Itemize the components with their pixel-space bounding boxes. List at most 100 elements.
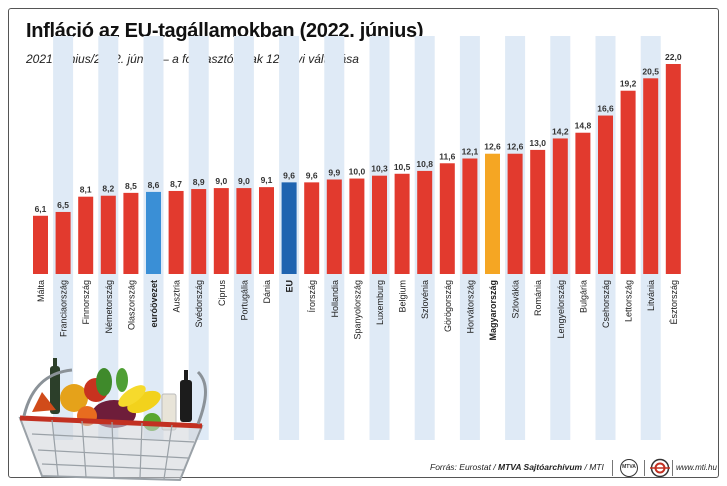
- bar-Luxemburg: [372, 175, 387, 274]
- category-label: Lettország: [624, 280, 634, 322]
- bar-Lettország: [620, 90, 636, 275]
- bar-Svédország: [191, 189, 207, 274]
- category-label: Horvátország: [465, 280, 475, 334]
- bar-Olaszország: [123, 192, 139, 274]
- bars: [33, 64, 681, 275]
- category-label: Hollandia: [330, 280, 340, 318]
- value-label: 22,0: [665, 52, 682, 62]
- source-note: Forrás: Eurostat / MTVA Sajtóarchívum / …: [430, 462, 604, 472]
- category-label: Észtország: [669, 280, 679, 325]
- value-label: 6,5: [57, 200, 69, 210]
- category-label: Ausztria: [172, 280, 182, 313]
- bar-Horvátország: [462, 158, 478, 274]
- category-label: Olaszország: [126, 280, 136, 330]
- category-label: Málta: [36, 280, 46, 302]
- value-label: 12,6: [484, 142, 501, 152]
- column-backgrounds: [53, 36, 661, 440]
- value-label: 12,1: [462, 147, 479, 157]
- bar-Portugália: [236, 188, 252, 274]
- bar-Ausztria: [168, 190, 184, 274]
- bar-Észtország: [665, 64, 681, 274]
- bar-Málta: [33, 215, 48, 274]
- category-label: Luxemburg: [375, 280, 385, 325]
- value-label: 14,8: [575, 121, 592, 131]
- category-label: Finnország: [81, 280, 91, 325]
- value-label: 10,5: [394, 162, 411, 172]
- bar-Finnország: [78, 196, 94, 274]
- category-label: EU: [285, 280, 295, 293]
- value-label: 8,7: [170, 179, 182, 189]
- category-label: Csehország: [601, 280, 611, 328]
- value-label: 9,1: [261, 175, 273, 185]
- bar-Lengyelország: [552, 138, 568, 274]
- bar-Ciprus: [213, 188, 229, 274]
- bar-Szlovákia: [507, 153, 523, 274]
- bar-Franciaország: [55, 211, 71, 274]
- bar-Csehország: [598, 115, 613, 274]
- category-label: Románia: [533, 280, 543, 316]
- mtva-logo: MTVA: [620, 459, 638, 477]
- bar-Belgium: [394, 173, 410, 274]
- category-label: Ciprus: [217, 280, 227, 307]
- website-link[interactable]: www.mti.hu: [676, 463, 717, 472]
- value-label: 6,1: [35, 204, 47, 214]
- value-label: 16,6: [597, 104, 614, 114]
- value-label: 10,8: [416, 159, 433, 169]
- bar-Litvánia: [643, 78, 659, 275]
- category-label: Lengyelország: [556, 280, 566, 339]
- category-label: Franciaország: [59, 280, 69, 337]
- bar-Görögország: [439, 163, 455, 274]
- chart-title: Infláció az EU-tagállamokban (2022. júni…: [26, 20, 424, 42]
- shopping-basket-illustration: [18, 358, 207, 482]
- category-labels: Málta Franciaország Finnország Németország O…: [36, 280, 679, 341]
- value-label: 8,9: [193, 177, 205, 187]
- footer-separator: [612, 460, 613, 476]
- value-label: 9,6: [306, 170, 318, 180]
- value-label: 9,9: [328, 168, 340, 178]
- bar-euróövezet: [146, 191, 161, 274]
- footer-separator: [644, 460, 645, 476]
- category-label: Spanyolország: [352, 280, 362, 340]
- source-prefix: Forrás: Eurostat /: [430, 462, 499, 472]
- value-label: 12,6: [507, 142, 524, 152]
- category-label: Németország: [104, 280, 114, 334]
- source-archive: MTVA Sajtóarchívum: [498, 462, 583, 472]
- mti-logo: [650, 458, 670, 478]
- value-label: 8,5: [125, 181, 137, 191]
- footer-separator: [672, 460, 673, 476]
- value-label: 10,0: [349, 167, 366, 177]
- category-label: Írország: [307, 280, 317, 313]
- value-label: 11,6: [439, 151, 455, 161]
- value-label: 9,6: [283, 170, 295, 180]
- category-label: Portugália: [239, 280, 249, 321]
- value-label: 9,0: [238, 176, 250, 186]
- value-label: 8,6: [148, 180, 160, 190]
- value-label: 8,2: [102, 184, 114, 194]
- category-label: Szlovénia: [420, 280, 430, 319]
- bar-Szlovénia: [417, 170, 433, 274]
- value-label: 10,3: [371, 164, 388, 174]
- bar-Magyarország: [485, 153, 500, 274]
- value-label: 19,2: [620, 79, 637, 89]
- value-label: 9,0: [215, 176, 227, 186]
- bar-Dánia: [259, 187, 274, 274]
- source-suffix: / MTI: [582, 462, 604, 472]
- value-labels: 6,1 6,5 8,1 8,2 8,5 8,6 8,7 8,9 9,0 9,0 9,1 9,6 9,6 9…: [35, 52, 682, 214]
- bar-Írország: [304, 182, 320, 274]
- category-label: Dánia: [262, 280, 272, 304]
- value-label: 8,1: [80, 185, 92, 195]
- value-label: 20,5: [642, 66, 659, 76]
- category-label: Bulgária: [578, 280, 588, 313]
- category-label: Szlovákia: [511, 280, 521, 319]
- category-label: Svédország: [194, 280, 204, 328]
- bar-Románia: [530, 149, 546, 274]
- value-label: 14,2: [552, 126, 569, 136]
- category-label: Magyarország: [488, 280, 498, 341]
- bar-Spanyolország: [349, 178, 365, 274]
- bar-Németország: [100, 195, 116, 274]
- bar-Hollandia: [326, 179, 342, 274]
- bar-Bulgária: [575, 132, 591, 274]
- frame-border: [8, 8, 719, 478]
